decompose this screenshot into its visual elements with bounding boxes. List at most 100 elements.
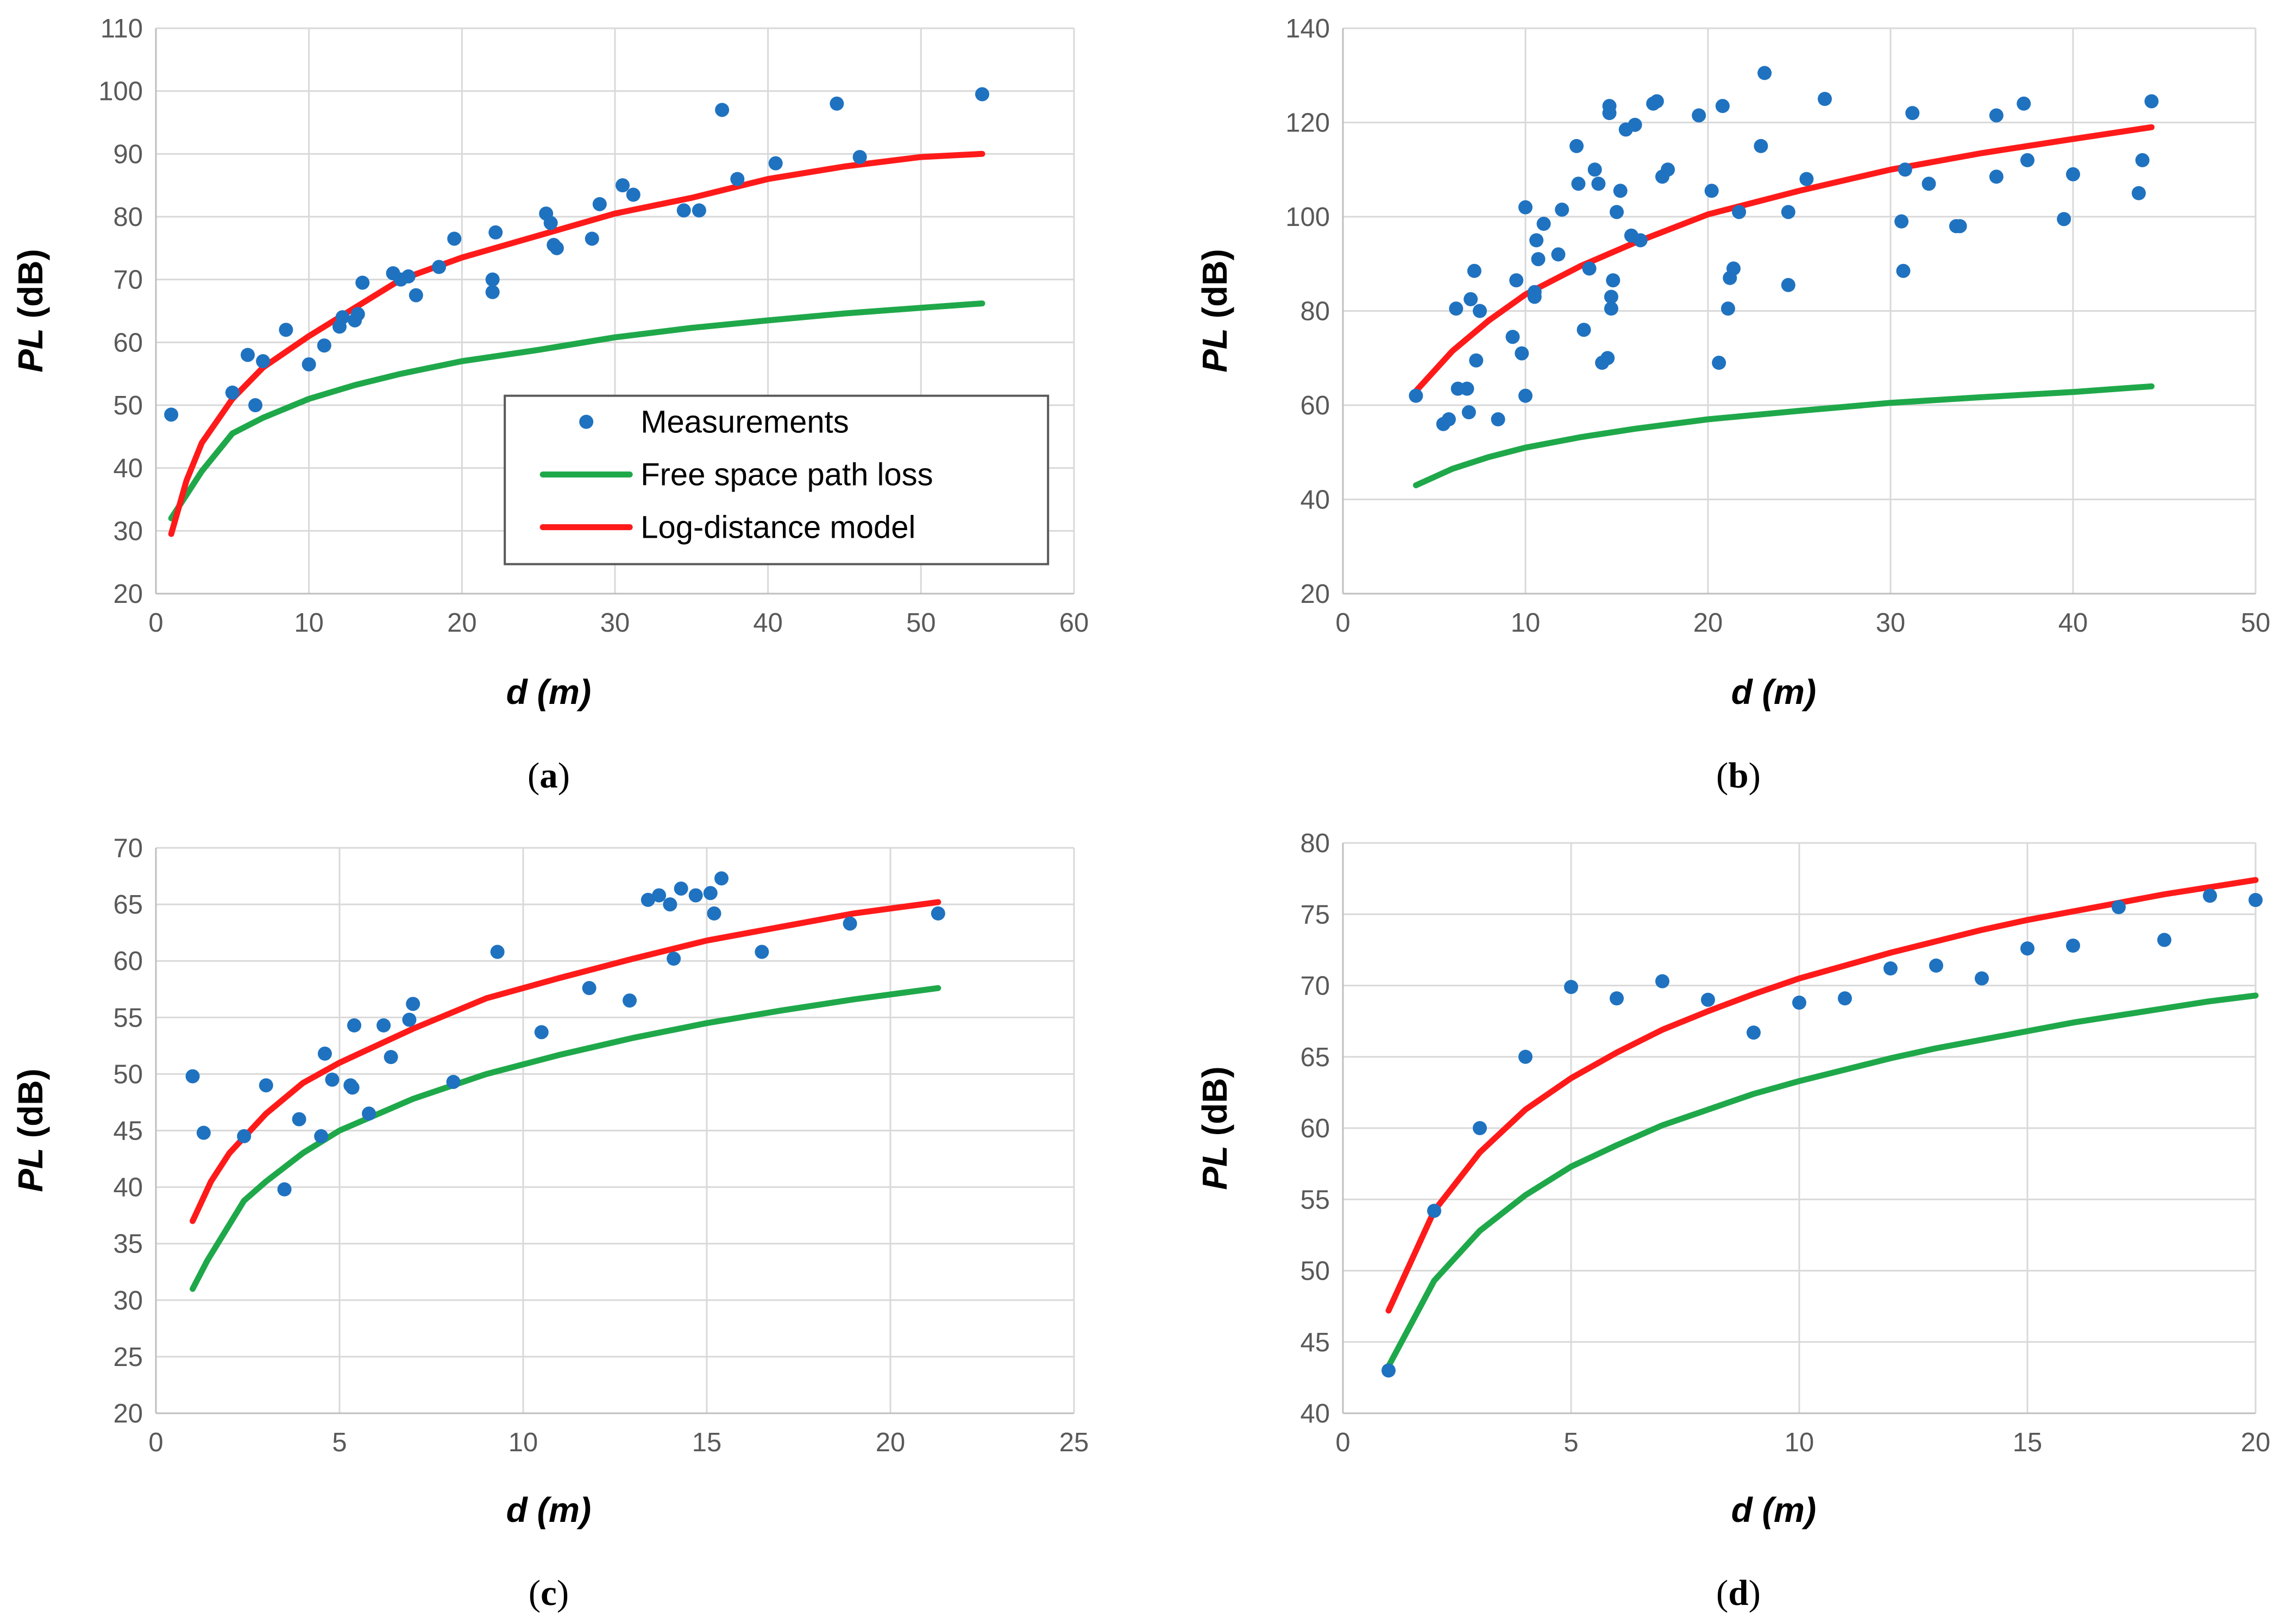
measurement-point	[164, 407, 179, 422]
measurement-point	[1461, 405, 1476, 420]
panel-c: 0 5 10 15 20 25 20 25 30 35 40 45 50 55 60 65 70 d (m) PL …	[11, 834, 1089, 1613]
measurement-point	[317, 1046, 332, 1061]
measurement-point	[1515, 346, 1529, 361]
y-tick-label: 45	[113, 1117, 143, 1146]
x-tick-label: 10	[1511, 608, 1541, 638]
y-tick-label: 30	[113, 1286, 143, 1315]
y-tick-label: 25	[113, 1343, 143, 1372]
measurement-point	[1989, 169, 2004, 184]
measurement-point	[1799, 172, 1814, 186]
measurement-point	[447, 231, 462, 246]
measurement-point	[1602, 99, 1617, 114]
y-tick-label: 60	[1300, 1114, 1330, 1143]
measurement-point	[1505, 330, 1520, 344]
measurement-point	[1555, 202, 1569, 217]
caption-letter: b	[1728, 756, 1748, 796]
measurement-point	[1757, 66, 1772, 80]
measurement-point	[663, 897, 677, 912]
y-tick-label: 40	[113, 454, 143, 483]
y-tick-label: 45	[1300, 1328, 1330, 1357]
measurement-point	[432, 260, 447, 274]
measurement-point	[1564, 980, 1578, 994]
y-tick-label: 75	[1300, 900, 1330, 929]
y-tick-label: 65	[1300, 1043, 1330, 1072]
measurement-point	[1518, 1049, 1533, 1064]
measurement-point	[2135, 153, 2150, 167]
x-axis-title: d (m)	[506, 672, 591, 712]
measurement-point	[1732, 205, 1747, 219]
measurement-point	[347, 1018, 362, 1033]
measurement-point	[1473, 304, 1487, 318]
measurement-point	[549, 241, 564, 255]
y-tick-label: 90	[113, 140, 143, 169]
measurement-point	[488, 225, 503, 240]
measurement-point	[1952, 219, 1967, 234]
measurement-point	[1883, 961, 1898, 975]
y-axis-title: PL (dB)	[1195, 1066, 1234, 1190]
measurement-point	[1467, 263, 1481, 278]
measurement-point	[446, 1074, 461, 1089]
measurement-point	[241, 348, 255, 362]
measurement-point	[1838, 991, 1852, 1006]
panel-caption: (b)	[1716, 756, 1761, 796]
measurement-point	[355, 275, 370, 290]
y-axis-title: PL (dB)	[1195, 249, 1234, 373]
measurement-point	[402, 1012, 417, 1027]
measurement-point	[302, 357, 316, 372]
measurement-point	[1628, 117, 1642, 132]
caption-close-paren: )	[1749, 1573, 1761, 1613]
x-tick-label: 30	[600, 608, 630, 638]
measurement-point	[485, 285, 500, 299]
measurement-point	[1569, 139, 1584, 153]
legend-free-space: Free space path loss	[640, 457, 933, 493]
measurement-point	[582, 981, 596, 996]
y-tick-label: 80	[1300, 297, 1330, 326]
caption-open-paren: (	[1716, 1573, 1728, 1613]
y-tick-label: 100	[1285, 203, 1330, 232]
panel-caption: (c)	[529, 1573, 569, 1613]
measurement-point	[292, 1112, 306, 1126]
panel-a: 0 10 20 30 40 50 60 20 30 40 50 60 70 80 90 100 110 d (m)…	[11, 14, 1089, 796]
measurement-point	[714, 871, 729, 886]
measurement-point	[1591, 177, 1606, 191]
measurement-point	[1582, 261, 1597, 276]
measurement-point	[1781, 278, 1795, 292]
caption-letter: a	[539, 756, 558, 796]
measurement-point	[1491, 412, 1505, 427]
measurement-point	[1712, 355, 1726, 370]
x-axis-title: d (m)	[1731, 672, 1816, 712]
measurement-point	[707, 906, 721, 921]
measurement-point	[2131, 186, 2146, 200]
log-distance-line	[1412, 124, 2155, 394]
measurement-point	[1921, 177, 1936, 191]
y-axis-title-symbol: PL	[1195, 1145, 1234, 1190]
y-tick-label: 110	[101, 14, 143, 43]
x-tick-label: 10	[294, 608, 324, 638]
x-tick-label: 20	[447, 608, 477, 638]
measurement-point	[259, 1078, 273, 1093]
measurement-point	[317, 338, 331, 353]
caption-open-paren: (	[529, 1573, 541, 1613]
x-tick-label: 0	[1335, 1428, 1350, 1457]
measurement-point	[279, 323, 293, 337]
legend-log-distance: Log-distance model	[640, 510, 915, 545]
measurement-point	[623, 993, 637, 1008]
x-tick-label: 25	[1059, 1428, 1089, 1457]
x-tick-label: 50	[906, 608, 936, 638]
measurement-point	[335, 310, 350, 325]
y-axis-title-unit: (dB)	[1195, 1066, 1234, 1145]
y-tick-label: 70	[1300, 972, 1330, 1001]
y-axis-title-unit: (dB)	[1195, 249, 1234, 328]
measurement-point	[1531, 252, 1546, 267]
legend-measurements: Measurements	[640, 405, 849, 440]
measurement-point	[1613, 184, 1628, 198]
measurement-point	[1894, 214, 1909, 229]
measurement-point	[1720, 301, 1735, 316]
measurement-point	[1898, 162, 1912, 177]
y-axis-title-unit: (dB)	[11, 249, 50, 328]
measurement-point	[350, 307, 365, 322]
measurement-point	[376, 1018, 391, 1033]
y-tick-label: 120	[1285, 109, 1330, 138]
measurement-point	[2017, 96, 2031, 111]
